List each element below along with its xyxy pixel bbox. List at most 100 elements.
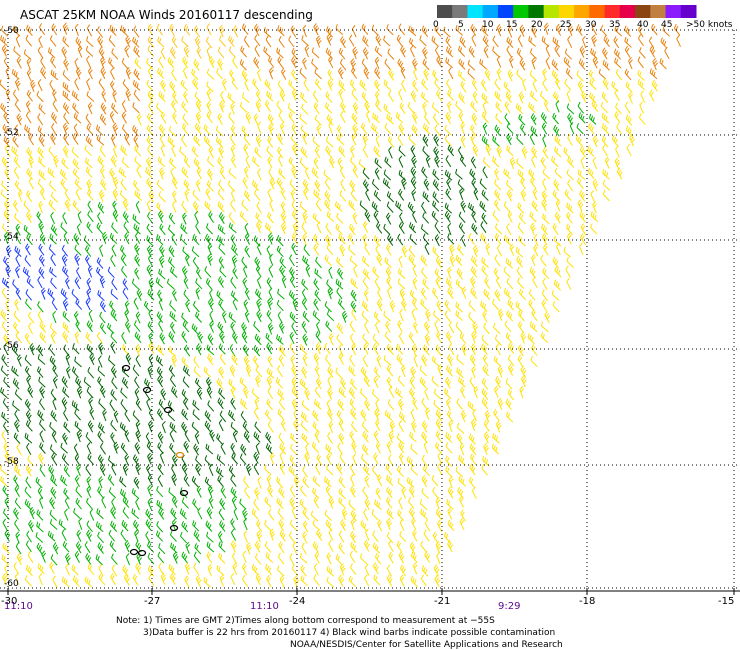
wind-barb (182, 320, 190, 333)
wind-barb (386, 574, 393, 587)
wind-barb (206, 180, 214, 192)
wind-barb (304, 388, 311, 401)
wind-barb (435, 46, 441, 59)
wind-barb (292, 143, 298, 156)
wind-barb (219, 574, 225, 587)
wind-barb (109, 540, 117, 553)
wind-barb (589, 78, 597, 90)
wind-barb (482, 166, 488, 179)
wind-barb (209, 289, 214, 302)
wind-barb (256, 298, 262, 311)
wind-barb (197, 507, 203, 520)
wind-barb (62, 81, 71, 93)
wind-barb (335, 278, 344, 290)
wind-barb (662, 25, 670, 37)
wind-barb (447, 222, 452, 236)
wind-barb (191, 145, 199, 158)
wind-barb (266, 398, 274, 411)
wind-barb (340, 377, 347, 390)
wind-barb (207, 564, 213, 577)
wind-barb (86, 320, 93, 333)
wind-barb (495, 420, 502, 433)
wind-barb (408, 331, 415, 344)
wind-barb (311, 167, 319, 179)
wind-barb (64, 496, 70, 510)
wind-barb (3, 256, 10, 268)
wind-barb (1, 554, 9, 566)
wind-barb (193, 443, 200, 456)
wind-barb (209, 320, 214, 333)
wind-barb (577, 177, 584, 189)
wind-barb (362, 486, 369, 499)
wind-barb (375, 487, 382, 500)
wind-barb (85, 255, 91, 268)
wind-barb (362, 268, 371, 280)
wind-barb (101, 496, 107, 509)
wind-barb (299, 378, 308, 390)
wind-barb (313, 189, 321, 201)
wind-barb (157, 67, 165, 79)
wind-barb (96, 257, 104, 269)
wind-barb (132, 36, 140, 48)
wind-barb (401, 177, 407, 190)
wind-barb (207, 400, 215, 412)
wind-barb (540, 112, 548, 124)
wind-barb (406, 456, 415, 467)
wind-barb (85, 45, 94, 57)
wind-barb (256, 201, 262, 214)
wind-barb (639, 101, 644, 114)
wind-barb (253, 321, 261, 333)
wind-barb (409, 541, 416, 554)
wind-barb (182, 376, 190, 388)
wind-barb (349, 398, 356, 411)
wind-barb (409, 387, 415, 400)
wind-barb (22, 266, 31, 278)
wind-barb (388, 551, 394, 564)
wind-barb (413, 321, 419, 334)
wind-barb (351, 25, 357, 38)
wind-barb (314, 365, 320, 378)
wind-barb (527, 333, 535, 345)
wind-barb (431, 102, 440, 114)
wind-barb (192, 201, 199, 213)
wind-barb (408, 134, 416, 146)
wind-barb (446, 499, 454, 510)
wind-barb (384, 257, 392, 268)
wind-barb (1, 44, 8, 57)
wind-barb (277, 388, 285, 400)
wind-barb (507, 69, 514, 82)
wind-barb (372, 112, 380, 124)
wind-barb (386, 243, 392, 256)
wind-barb (50, 191, 59, 203)
wind-barb (265, 332, 273, 344)
wind-barb (38, 23, 46, 35)
wind-barb (1, 156, 8, 169)
wind-barb (206, 81, 214, 93)
wind-barb (384, 156, 392, 168)
wind-barb (158, 319, 164, 332)
wind-barb (40, 67, 47, 80)
wind-barb (241, 69, 248, 82)
wind-barb (338, 542, 345, 555)
wind-barb (302, 465, 308, 478)
wind-barb (315, 78, 322, 91)
legend-label-40: 40 (637, 20, 649, 30)
contamination-marker (142, 386, 152, 394)
wind-barb (62, 298, 69, 311)
wind-barb (496, 55, 502, 68)
wind-barb (314, 114, 322, 126)
wind-barb (338, 476, 346, 489)
wind-barb (255, 553, 262, 565)
wind-barb (542, 277, 548, 290)
wind-barb (181, 166, 189, 179)
wind-barb (566, 256, 575, 268)
wind-barb (495, 101, 503, 113)
wind-barb (100, 102, 107, 115)
wind-barb (135, 562, 142, 575)
wind-barb (315, 199, 322, 212)
wind-barb (411, 188, 417, 202)
wind-barb (431, 355, 440, 367)
wind-barb (447, 100, 452, 114)
wind-barb (168, 212, 176, 225)
wind-barb (181, 551, 188, 564)
